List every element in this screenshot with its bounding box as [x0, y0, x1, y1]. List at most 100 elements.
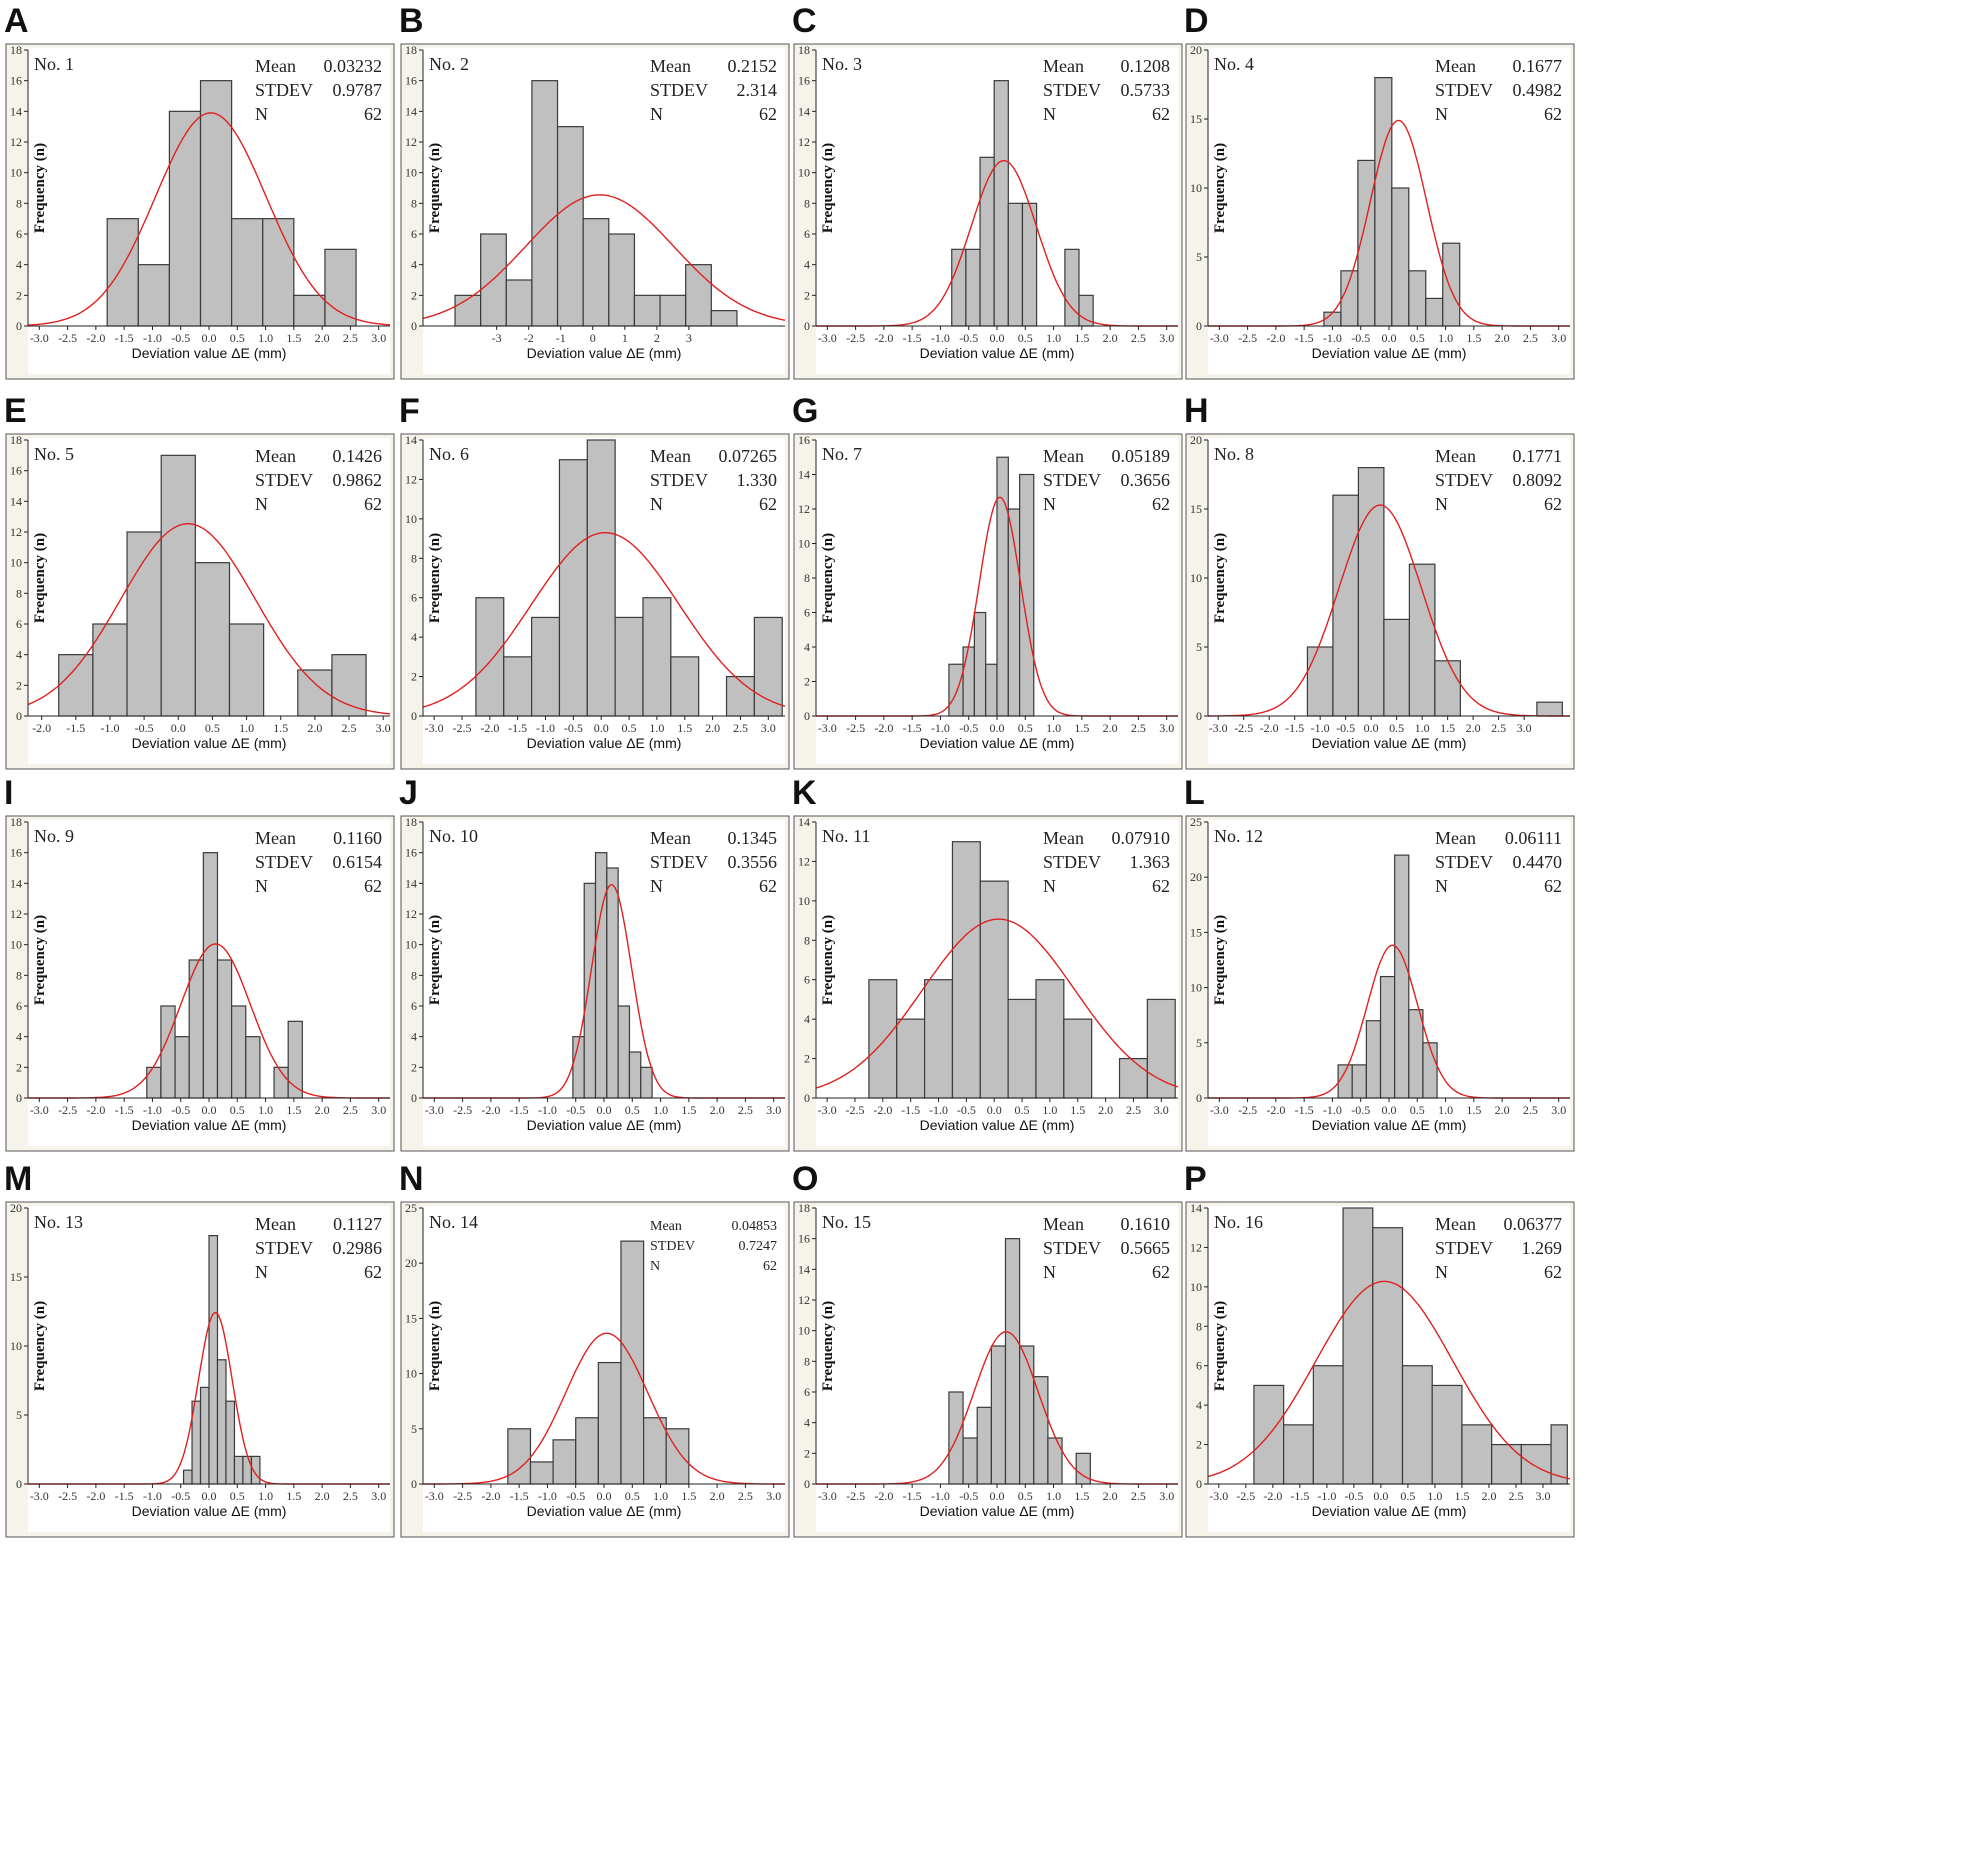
x-tick-label: -0.5 — [1351, 331, 1370, 345]
y-tick-label: 14 — [798, 815, 810, 829]
chart-title: No. 14 — [429, 1212, 478, 1232]
y-tick-label: 6 — [411, 227, 417, 241]
x-tick-label: -2.0 — [1266, 1103, 1285, 1117]
x-tick-label: 0.0 — [987, 1103, 1002, 1117]
y-tick-label: 18 — [405, 43, 417, 57]
histogram-bar — [659, 294, 687, 327]
x-tick-label: 1.5 — [1074, 331, 1089, 345]
x-tick-label: 1.0 — [1438, 1103, 1453, 1117]
stat-label-n: N — [1435, 876, 1448, 896]
x-tick-label: -0.5 — [566, 1103, 585, 1117]
y-tick-label: 0 — [411, 1091, 417, 1105]
stat-value-n: 62 — [759, 876, 777, 896]
x-tick-label: -1.5 — [903, 721, 922, 735]
histogram-bar — [606, 867, 619, 1099]
y-tick-label: 2 — [16, 678, 22, 692]
x-tick-label: -2.5 — [453, 1103, 472, 1117]
y-tick-label: 10 — [405, 512, 417, 526]
x-tick-label: 2.5 — [1523, 331, 1538, 345]
histogram-bar — [1035, 979, 1065, 1099]
stat-label-n: N — [1435, 1262, 1448, 1282]
stat-label-mean: Mean — [650, 56, 691, 76]
y-tick-label: 0 — [411, 709, 417, 723]
x-tick-label: -2.0 — [1263, 1489, 1282, 1503]
y-tick-label: 14 — [10, 876, 22, 890]
histogram-bar — [1434, 660, 1461, 717]
y-axis-label: Frequency (n) — [820, 915, 836, 1005]
chart-body: -3.0 -2.5 -2.0 -1.5 -1.0 -0.5 0.0 0.5 1.0 1.5 2.0 2… — [793, 43, 1183, 380]
stat-label-stdev: STDEV — [1435, 852, 1493, 872]
stat-label-mean: Mean — [1435, 1214, 1476, 1234]
histogram-chart: -3.0 -2.5 -2.0 -1.5 -1.0 -0.5 0.0 0.5 1.0 1.5 2.0 2… — [400, 433, 790, 770]
x-tick-label: -1.0 — [1323, 331, 1342, 345]
y-tick-label: 20 — [10, 1201, 22, 1215]
stat-label-n: N — [255, 104, 268, 124]
y-tick-label: 8 — [804, 196, 810, 210]
histogram-bar — [586, 439, 616, 717]
y-tick-label: 4 — [16, 648, 22, 662]
y-tick-label: 8 — [1196, 1319, 1202, 1333]
stat-value-mean: 0.06377 — [1504, 1214, 1563, 1234]
histogram-chart: -2.0 -1.5 -1.0 -0.5 0.0 0.5 1.0 1.5 2.0 2.5 3.0 0 2 4… — [5, 433, 395, 770]
y-tick-label: 15 — [1190, 502, 1202, 516]
y-tick-label: 16 — [10, 74, 22, 88]
x-tick-label: -2.0 — [86, 331, 105, 345]
x-tick-label: -2.0 — [480, 721, 499, 735]
y-axis-label: Frequency (n) — [427, 915, 443, 1005]
histogram-bar — [1357, 466, 1385, 717]
stat-label-stdev: STDEV — [1043, 80, 1101, 100]
y-tick-label: 2 — [16, 1060, 22, 1074]
x-tick-label: -2.0 — [873, 1103, 892, 1117]
x-tick-label: -2.5 — [58, 331, 77, 345]
x-axis-label: Deviation value ΔE (mm) — [920, 735, 1075, 751]
x-tick-label: -3.0 — [425, 1489, 444, 1503]
x-tick-label: 1.5 — [681, 1103, 696, 1117]
x-axis-label: Deviation value ΔE (mm) — [920, 1117, 1075, 1133]
histogram-bar — [753, 616, 783, 717]
histogram-bar — [1391, 187, 1410, 327]
normal-curve — [27, 522, 391, 715]
x-axis-label: Deviation value ΔE (mm) — [920, 345, 1075, 361]
y-axis-label: Frequency (n) — [1212, 143, 1228, 233]
y-axis-label: Frequency (n) — [820, 143, 836, 233]
y-tick-label: 14 — [405, 433, 417, 447]
x-tick-label: -2.5 — [1234, 721, 1253, 735]
chart-title: No. 4 — [1214, 54, 1254, 74]
chart-body: -3.0 -2.5 -2.0 -1.5 -1.0 -0.5 0.0 0.5 1.0 1.5 2.0 2… — [5, 815, 395, 1152]
x-tick-label: -1.5 — [510, 1103, 529, 1117]
y-tick-label: 0 — [804, 709, 810, 723]
chart-body: -3.0 -2.5 -2.0 -1.5 -1.0 -0.5 0.0 0.5 1.0 1.5 2.0 2… — [1185, 815, 1575, 1152]
y-axis-label: Frequency (n) — [1212, 915, 1228, 1005]
y-tick-label: 8 — [16, 196, 22, 210]
histogram-chart: -3.0 -2.5 -2.0 -1.5 -1.0 -0.5 0.0 0.5 1.0 1.5 2.0 2… — [400, 815, 790, 1152]
y-tick-label: 20 — [405, 1256, 417, 1270]
stat-label-stdev: STDEV — [650, 1239, 695, 1254]
y-tick-label: 6 — [804, 606, 810, 620]
histogram-bar — [962, 646, 975, 717]
histogram-bar — [1146, 998, 1176, 1099]
x-tick-label: 0.5 — [1015, 1103, 1030, 1117]
y-tick-label: 12 — [10, 525, 22, 539]
x-tick-label: 1.5 — [1440, 721, 1455, 735]
y-tick-label: 12 — [798, 135, 810, 149]
histogram-bar — [948, 663, 964, 717]
histogram-bar — [1425, 297, 1444, 327]
stat-label-n: N — [255, 1262, 268, 1282]
histogram-bar — [951, 841, 981, 1099]
histogram-bar — [1550, 1424, 1568, 1485]
y-tick-label: 4 — [16, 258, 22, 272]
histogram-bar — [1383, 618, 1410, 717]
x-tick-label: -0.5 — [171, 1489, 190, 1503]
chart-body: -3.0 -2.5 -2.0 -1.5 -1.0 -0.5 0.0 0.5 1.0 1.5 2.0 2… — [5, 43, 395, 380]
histogram-bar — [480, 233, 507, 327]
y-tick-label: 8 — [16, 586, 22, 600]
x-tick-label: 3.0 — [1551, 331, 1566, 345]
x-tick-label: -2.5 — [845, 1103, 864, 1117]
y-tick-label: 4 — [1196, 1398, 1202, 1412]
x-tick-label: 3.0 — [1159, 331, 1174, 345]
y-tick-label: 18 — [405, 815, 417, 829]
histogram-bar — [1337, 1064, 1353, 1099]
stat-value-n: 62 — [364, 876, 382, 896]
stat-label-stdev: STDEV — [255, 470, 313, 490]
